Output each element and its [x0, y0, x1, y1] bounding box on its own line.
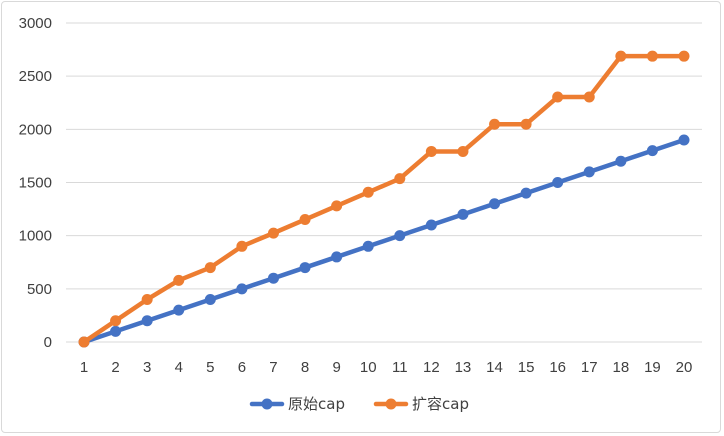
- data-point: [552, 91, 564, 103]
- data-point: [520, 118, 532, 130]
- x-tick-label: 3: [143, 359, 151, 376]
- x-tick-label: 7: [269, 359, 277, 376]
- x-tick-label: 14: [486, 359, 503, 376]
- y-tick-label: 1000: [19, 228, 52, 245]
- legend-item: 原始cap: [249, 395, 345, 413]
- data-point: [583, 166, 595, 178]
- x-tick-label: 19: [644, 359, 661, 376]
- x-tick-label: 17: [581, 359, 598, 376]
- data-point: [78, 336, 90, 348]
- data-point: [362, 240, 374, 252]
- data-point: [615, 50, 627, 62]
- data-point: [331, 251, 343, 263]
- data-point: [583, 91, 595, 103]
- data-point: [457, 208, 469, 220]
- x-tick-label: 12: [423, 359, 440, 376]
- data-point: [425, 219, 437, 231]
- data-point: [394, 230, 406, 242]
- x-tick-label: 13: [455, 359, 472, 376]
- legend-swatch-marker: [261, 398, 273, 410]
- data-point: [173, 274, 185, 286]
- legend-item: 扩容cap: [373, 395, 469, 413]
- series-group: [78, 50, 690, 348]
- x-tick-label: 18: [612, 359, 629, 376]
- data-point: [236, 283, 248, 295]
- data-point: [204, 262, 216, 274]
- x-tick-label: 4: [175, 359, 183, 376]
- data-point: [267, 227, 279, 239]
- x-tick-label: 2: [111, 359, 119, 376]
- data-point: [141, 315, 153, 327]
- data-point: [394, 173, 406, 185]
- x-tick-label: 16: [549, 359, 566, 376]
- legend: 原始cap 扩容cap: [249, 395, 469, 413]
- data-point: [615, 155, 627, 167]
- x-tick-label: 5: [206, 359, 214, 376]
- data-point: [110, 325, 122, 337]
- y-tick-label: 2000: [19, 121, 52, 138]
- data-point: [552, 177, 564, 188]
- legend-label: 扩容cap: [412, 395, 469, 413]
- series-1: [78, 134, 690, 348]
- data-point: [141, 293, 153, 305]
- data-point: [299, 214, 311, 226]
- data-point: [489, 198, 501, 210]
- data-point: [173, 304, 185, 316]
- x-tick-label: 11: [392, 359, 408, 376]
- y-tick-label: 0: [44, 334, 52, 351]
- x-tick-label: 20: [676, 359, 693, 376]
- data-point: [299, 262, 311, 274]
- legend-label: 原始cap: [288, 395, 345, 413]
- data-point: [331, 200, 343, 212]
- series-2: [78, 50, 690, 348]
- data-point: [646, 50, 658, 62]
- data-point: [236, 240, 248, 252]
- series-line: [81, 137, 687, 345]
- x-tick-label: 6: [238, 359, 246, 376]
- x-tick-label: 15: [518, 359, 535, 376]
- data-point: [457, 145, 469, 157]
- data-point: [646, 145, 658, 157]
- data-point: [520, 187, 532, 199]
- x-tick-label: 9: [332, 359, 340, 376]
- legend-swatch-marker: [385, 398, 397, 410]
- data-point: [678, 134, 690, 146]
- y-tick-label: 500: [27, 281, 52, 298]
- data-point: [267, 272, 279, 284]
- y-tick-label: 1500: [19, 175, 52, 192]
- data-point: [489, 118, 501, 130]
- x-tick-label: 10: [360, 359, 377, 376]
- data-point: [425, 145, 437, 157]
- data-point: [362, 186, 374, 198]
- data-point: [678, 50, 690, 62]
- y-tick-label: 3000: [19, 15, 52, 32]
- x-tick-label: 1: [80, 359, 88, 376]
- gridlines: [66, 22, 702, 343]
- data-point: [204, 293, 216, 305]
- x-axis-ticks: 1 2 3 4 5 6 7 8 9 10 11 12 13 14 15 16 17 18 19 20: [80, 359, 693, 376]
- y-tick-label: 2500: [19, 68, 52, 85]
- y-axis-ticks: 0 500 1000 1500 2000 2500 3000: [19, 15, 52, 351]
- data-point: [110, 315, 122, 327]
- x-tick-label: 8: [301, 359, 309, 376]
